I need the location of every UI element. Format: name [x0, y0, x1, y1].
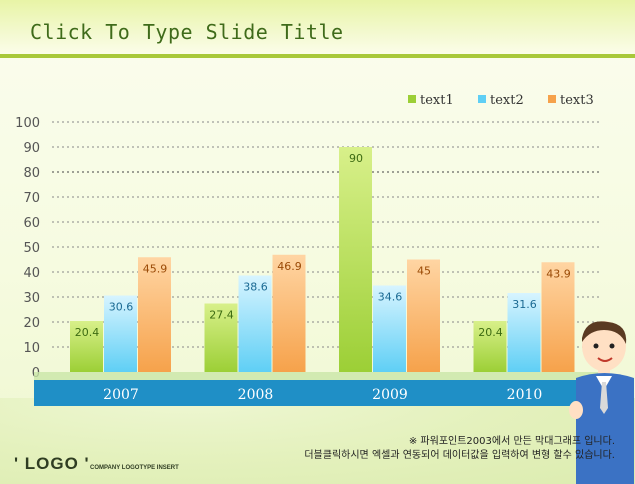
bar-text1[interactable] [70, 321, 103, 372]
data-label: 30.6 [109, 301, 134, 314]
logo-subtitle: COMPANY LOGOTYPE INSERT [90, 465, 179, 471]
x-tick-label: 2008 [238, 387, 274, 403]
data-label: 31.6 [512, 298, 537, 311]
x-tick-label: 2010 [507, 387, 543, 403]
y-tick-label: 50 [23, 241, 40, 256]
bar-text2[interactable] [104, 295, 137, 373]
title-bar: Click To Type Slide Title [0, 0, 635, 58]
y-tick-label: 80 [23, 166, 40, 181]
data-label: 90 [349, 152, 363, 165]
legend-swatch [478, 95, 486, 103]
legend-label: text2 [490, 93, 524, 108]
y-tick-label: 100 [15, 116, 40, 131]
note-line-1: ※ 파워포인트2003에서 만든 막대그래프 입니다. [408, 436, 615, 447]
bar-text2[interactable] [507, 293, 541, 372]
data-label: 20.4 [75, 326, 100, 339]
bar-text3[interactable] [541, 262, 575, 372]
x-tick-label: 2009 [372, 387, 408, 403]
y-tick-label: 30 [23, 291, 40, 306]
bar-text3[interactable] [272, 254, 306, 372]
data-label: 38.6 [243, 281, 268, 294]
person-illustration [569, 321, 634, 484]
legend-label: text3 [560, 93, 594, 108]
y-tick-label: 10 [23, 341, 40, 356]
logo: ' LOGO ' [14, 454, 90, 473]
bar-text3[interactable] [407, 259, 440, 373]
data-label: 45 [417, 265, 431, 278]
bar-text2[interactable] [373, 285, 406, 373]
legend-swatch [408, 95, 416, 103]
data-label: 43.9 [546, 267, 571, 280]
y-tick-label: 40 [23, 266, 40, 281]
note-line-2: 더블클릭하시면 엑셀과 연동되어 데이터값을 입력하여 변형 할수 있습니다. [304, 450, 615, 461]
bar-text2[interactable] [238, 275, 272, 373]
bar-text1[interactable] [204, 303, 238, 373]
background-hill [0, 398, 635, 484]
data-label: 34.6 [378, 291, 403, 304]
legend-label: text1 [420, 93, 454, 108]
data-label: 20.4 [478, 326, 503, 339]
y-tick-label: 90 [23, 141, 40, 156]
bar-text3[interactable] [138, 257, 171, 372]
y-tick-label: 20 [23, 316, 40, 331]
y-tick-label: 60 [23, 216, 40, 231]
x-tick-label: 2007 [103, 387, 139, 403]
y-tick-label: 70 [23, 191, 40, 206]
legend-swatch [548, 95, 556, 103]
x-axis-band [34, 380, 600, 406]
slide-title[interactable]: Click To Type Slide Title [30, 20, 344, 44]
data-label: 27.4 [209, 309, 234, 322]
data-label: 45.9 [143, 262, 168, 275]
bar-text1[interactable] [339, 147, 372, 372]
data-label: 46.9 [277, 260, 302, 273]
bar-text1[interactable] [473, 321, 507, 372]
x-axis-floor [34, 372, 600, 380]
